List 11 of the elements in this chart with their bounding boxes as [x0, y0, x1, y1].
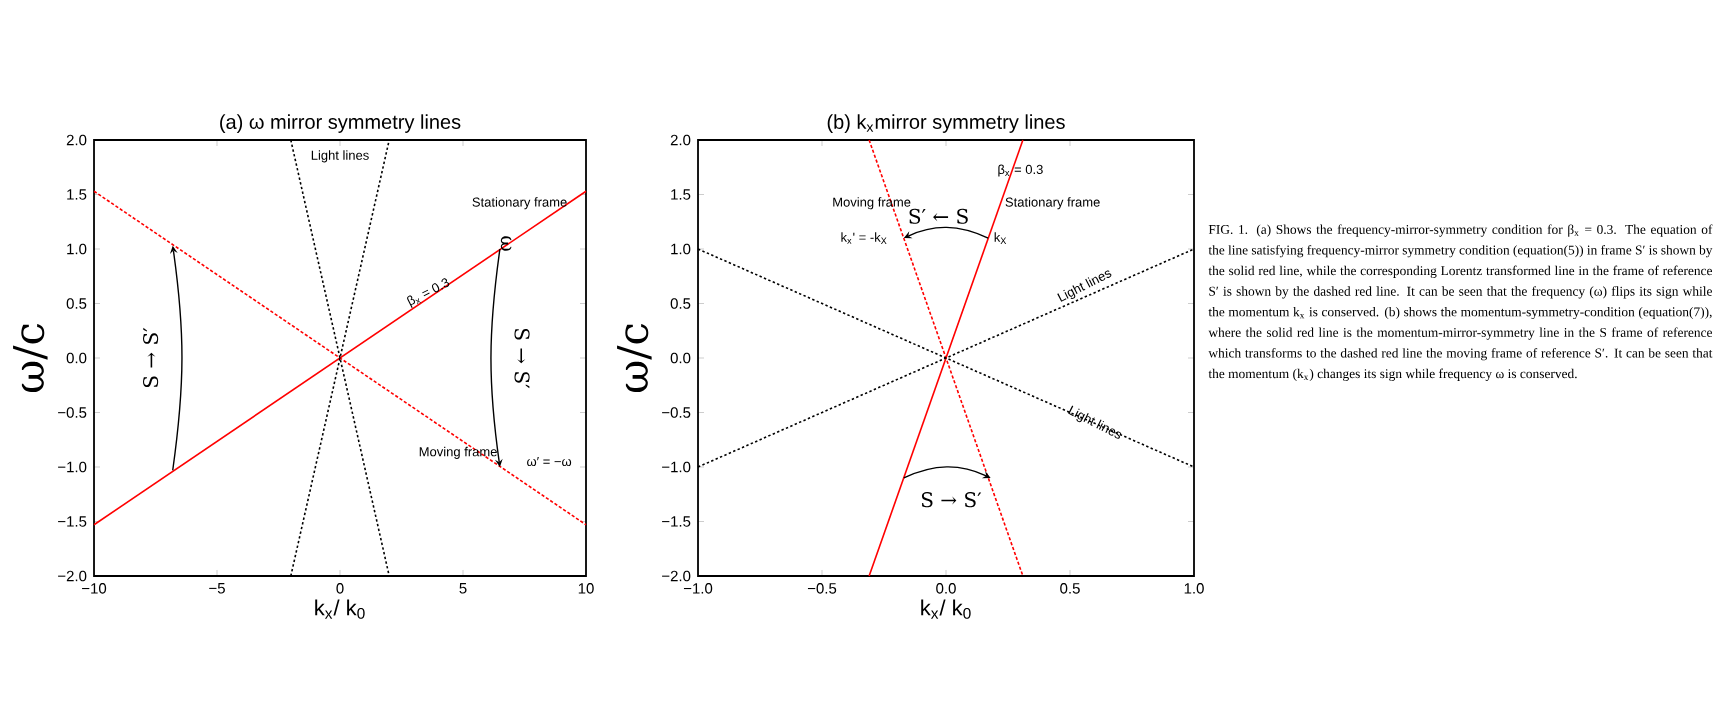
annotation: S → S′ [143, 327, 159, 388]
annotation: S → S′ [921, 492, 982, 508]
annotation: S′ ← S [909, 208, 968, 224]
x-axis-title: k$_{x}$/ k$_{0}$ [921, 599, 971, 619]
chart-title: (a) ω mirror symmetry lines [220, 114, 461, 133]
y-axis-title: ω/c [617, 324, 652, 393]
x-axis-title: k$_{x}$/ k$_{0}$ [315, 599, 365, 619]
chart-title: (b) k$_{x}$mirror symmetry lines [827, 114, 1065, 133]
annotation: S → S′ [514, 328, 530, 389]
y-axis-title: ω/c [13, 324, 48, 393]
annotation: ω [500, 236, 512, 251]
